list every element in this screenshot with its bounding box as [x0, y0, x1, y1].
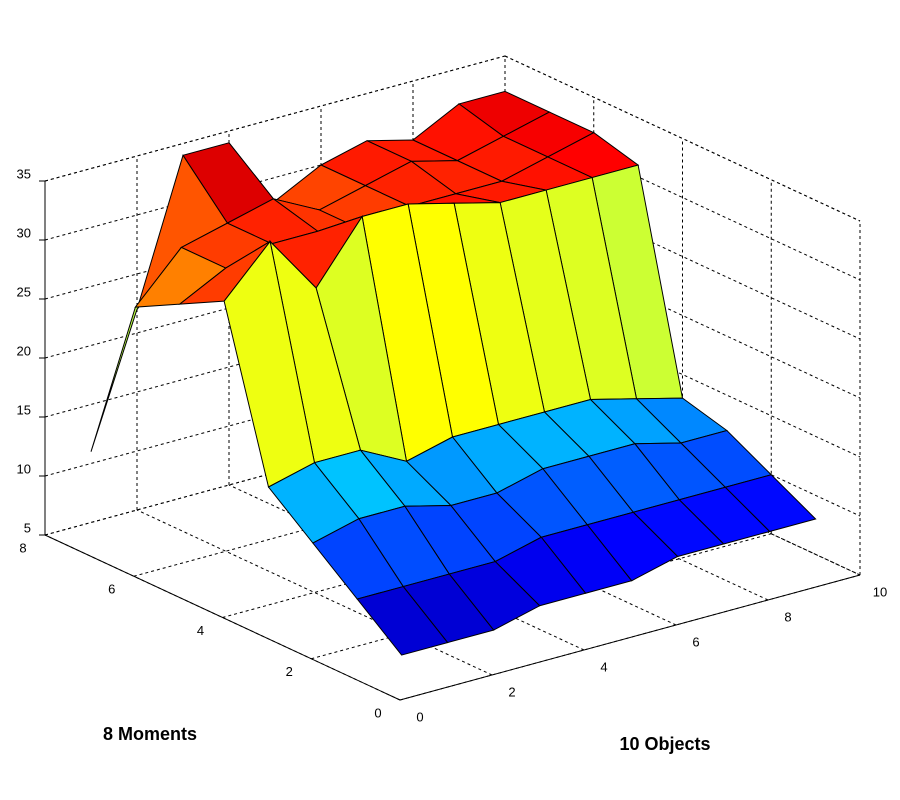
grid-line	[136, 509, 493, 676]
grid-line	[44, 534, 401, 701]
surface-face	[356, 585, 449, 656]
y-tick-label: 4	[197, 623, 204, 638]
x-tick-label: 8	[784, 609, 791, 624]
grid-line	[504, 350, 861, 517]
x-axis-label: 10 Objects	[619, 734, 710, 754]
grid-line	[504, 114, 861, 281]
z-tick-label: 30	[17, 225, 31, 240]
z-tick-label: 15	[17, 402, 31, 417]
grid-line	[504, 55, 861, 222]
x-tick-label: 6	[692, 634, 699, 649]
x-tick-label: 0	[416, 709, 423, 724]
grid-line	[504, 173, 861, 340]
y-tick-label: 6	[108, 582, 115, 597]
y-tick-label: 0	[374, 705, 381, 720]
grid-line	[504, 291, 861, 458]
grid-line	[504, 232, 861, 399]
x-tick-label: 2	[508, 684, 515, 699]
z-tick-label: 5	[24, 520, 31, 535]
grid-line	[504, 409, 861, 576]
x-tick-label: 10	[873, 584, 887, 599]
y-tick-label: 8	[19, 540, 26, 555]
z-tick-label: 25	[17, 284, 31, 299]
grid-line	[399, 574, 861, 701]
grid-line	[44, 55, 506, 182]
z-tick-label: 10	[17, 461, 31, 476]
z-tick-label: 20	[17, 343, 31, 358]
z-tick-label: 35	[17, 166, 31, 181]
y-axis-label: 8 Moments	[103, 724, 197, 744]
y-tick-label: 2	[286, 664, 293, 679]
x-tick-label: 4	[600, 659, 607, 674]
